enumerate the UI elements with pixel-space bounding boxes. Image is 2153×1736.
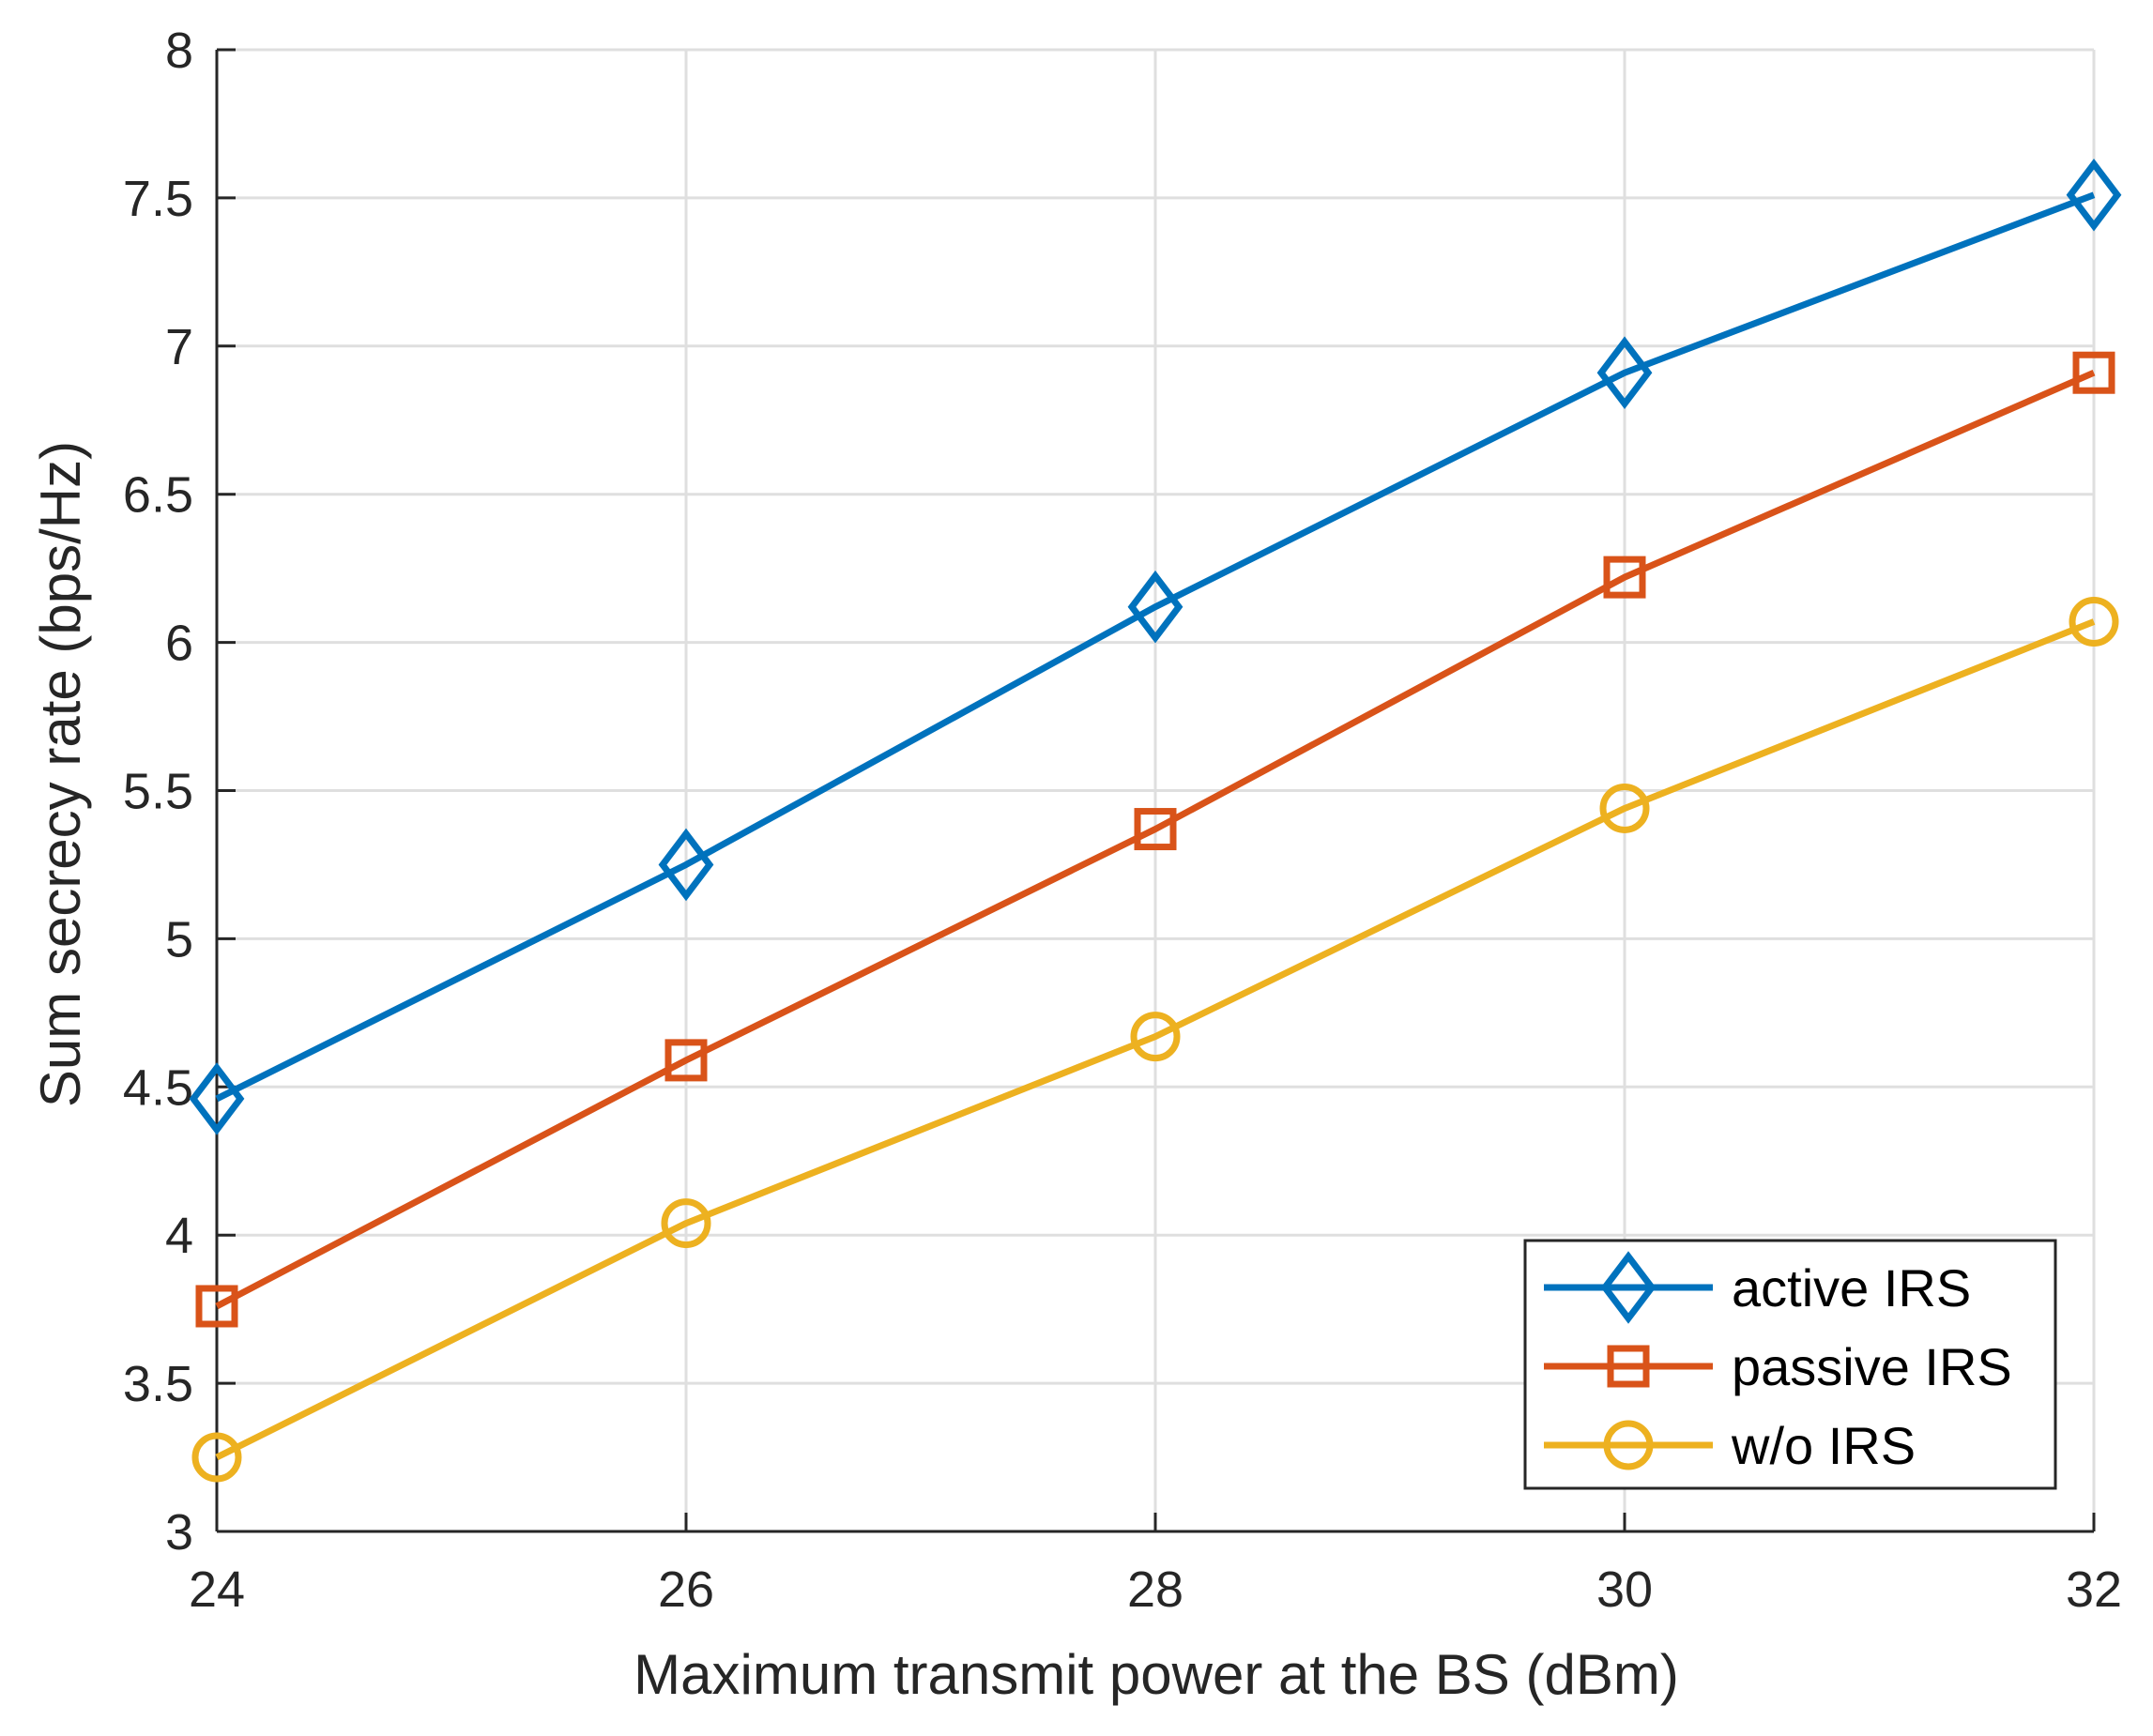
x-tick-label: 24 xyxy=(189,1561,245,1618)
series-line xyxy=(215,618,2096,1461)
legend-label: w/o IRS xyxy=(1731,1416,1916,1475)
data-point-marker xyxy=(1596,336,1653,410)
legend-marker xyxy=(1603,1420,1654,1470)
x-tick-label: 28 xyxy=(1127,1561,1183,1618)
legend: active IRS passive IRS w/o IRS xyxy=(1523,1239,2057,1490)
y-tick-label: 4 xyxy=(165,1208,193,1264)
legend-marker xyxy=(1607,1345,1650,1388)
legend-marker xyxy=(1600,1251,1657,1324)
y-tick-label: 3.5 xyxy=(123,1356,193,1412)
x-tick-label: 32 xyxy=(2066,1561,2122,1618)
data-point-marker xyxy=(191,1432,242,1483)
y-tick-label: 6.5 xyxy=(123,467,193,524)
legend-label: passive IRS xyxy=(1732,1337,2012,1396)
legend-item: w/o IRS xyxy=(1544,1416,1916,1475)
legend-label: active IRS xyxy=(1732,1258,1971,1317)
grid-lines xyxy=(215,48,2096,1533)
data-point-marker xyxy=(2072,351,2115,394)
data-point-marker xyxy=(1599,783,1650,833)
data-point-marker xyxy=(658,828,714,902)
y-tick-label: 5 xyxy=(165,911,193,967)
legend-item: passive IRS xyxy=(1544,1337,2012,1396)
data-point-marker xyxy=(1603,556,1646,599)
y-tick-label: 5.5 xyxy=(123,764,193,820)
data-point-marker xyxy=(664,1039,708,1082)
y-tick-label: 6 xyxy=(165,616,193,672)
data-point-marker xyxy=(195,1285,238,1328)
data-point-marker xyxy=(2066,158,2122,232)
y-tick-label: 4.5 xyxy=(123,1059,193,1116)
data-point-marker xyxy=(2069,596,2119,647)
x-axis-label: Maximum transmit power at the BS (dBm) xyxy=(634,1643,1679,1706)
y-axis-label: Sum secrecy rate (bps/Hz) xyxy=(29,441,92,1107)
series-w-o-irs xyxy=(191,596,2119,1483)
y-tick-label: 8 xyxy=(165,23,193,79)
y-tick-label: 7.5 xyxy=(123,171,193,227)
series-line xyxy=(215,370,2096,1310)
x-tick-label: 30 xyxy=(1596,1561,1653,1618)
data-point-marker xyxy=(1130,1012,1181,1062)
series-line xyxy=(215,191,2096,1103)
data-point-marker xyxy=(1127,570,1183,644)
data-point-marker xyxy=(1134,808,1177,851)
data-point-marker xyxy=(189,1062,245,1135)
legend-item: active IRS xyxy=(1544,1251,1971,1324)
series-active-irs xyxy=(189,158,2122,1135)
data-point-marker xyxy=(661,1198,711,1249)
data-series xyxy=(189,158,2122,1483)
series-passive-irs xyxy=(195,351,2115,1328)
axis-ticks: 24 26 28 30 32 3 3.5 4 4.5 5 5.5 6 6.5 7 7.5 8 xyxy=(123,23,2122,1618)
y-tick-label: 3 xyxy=(165,1504,193,1561)
x-tick-label: 26 xyxy=(658,1561,714,1618)
y-tick-label: 7 xyxy=(165,319,193,375)
